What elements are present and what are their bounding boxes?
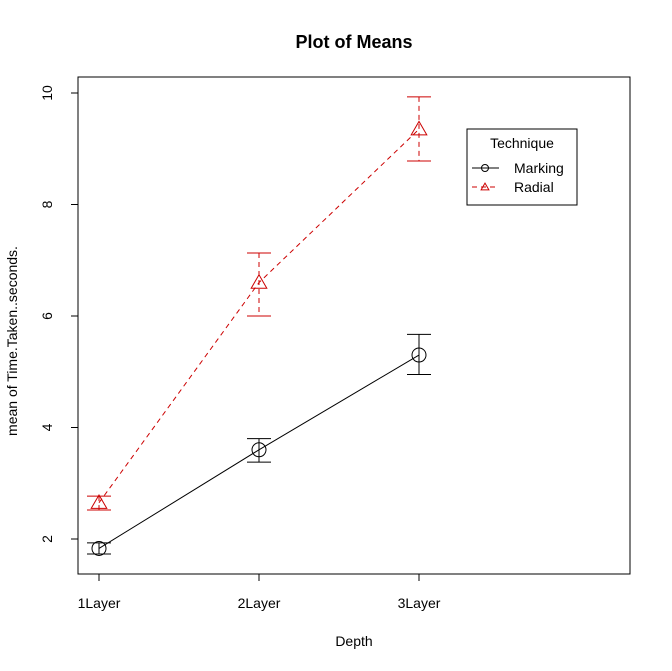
error-bar: [407, 96, 431, 162]
y-tick-label: 2: [39, 535, 55, 543]
data-point: [250, 273, 268, 289]
y-axis-label: mean of Time.Taken..seconds.: [4, 246, 20, 436]
error-bar: [407, 333, 431, 376]
data-point: [251, 442, 267, 458]
error-bar: [87, 542, 111, 555]
data-point: [91, 540, 107, 556]
legend-entries: Marking Radial: [472, 160, 564, 195]
y-tick-label: 6: [39, 312, 55, 320]
x-axis-label: Depth: [335, 633, 372, 649]
chart-title: Plot of Means: [295, 32, 412, 52]
x-tick-label: 2Layer: [238, 595, 281, 611]
x-tick-label: 3Layer: [398, 595, 441, 611]
series-layer: [87, 96, 431, 556]
legend-title: Technique: [490, 135, 554, 151]
legend-entry-radial: Radial: [472, 179, 554, 195]
error-bar: [87, 495, 111, 511]
series-radial: [87, 96, 431, 511]
y-tick-label: 4: [39, 423, 55, 431]
data-point: [411, 347, 427, 363]
series-marking: [87, 333, 431, 556]
y-axis: 2 4 6 8 10: [39, 85, 79, 543]
legend-entry-marking: Marking: [472, 160, 564, 176]
legend-marker-swatch: [480, 182, 490, 191]
data-point: [90, 493, 108, 509]
error-bar: [247, 438, 271, 463]
legend: Technique Marking Radial: [466, 128, 578, 206]
x-axis: 1Layer 2Layer 3Layer: [78, 573, 441, 611]
data-point: [410, 120, 428, 136]
y-tick-label: 8: [39, 200, 55, 208]
x-tick-label: 1Layer: [78, 595, 121, 611]
legend-label: Radial: [514, 179, 554, 195]
error-bar: [247, 252, 271, 317]
legend-marker-swatch: [481, 164, 489, 172]
y-tick-label: 10: [39, 85, 55, 101]
legend-label: Marking: [514, 160, 564, 176]
legend-box: [466, 128, 578, 206]
